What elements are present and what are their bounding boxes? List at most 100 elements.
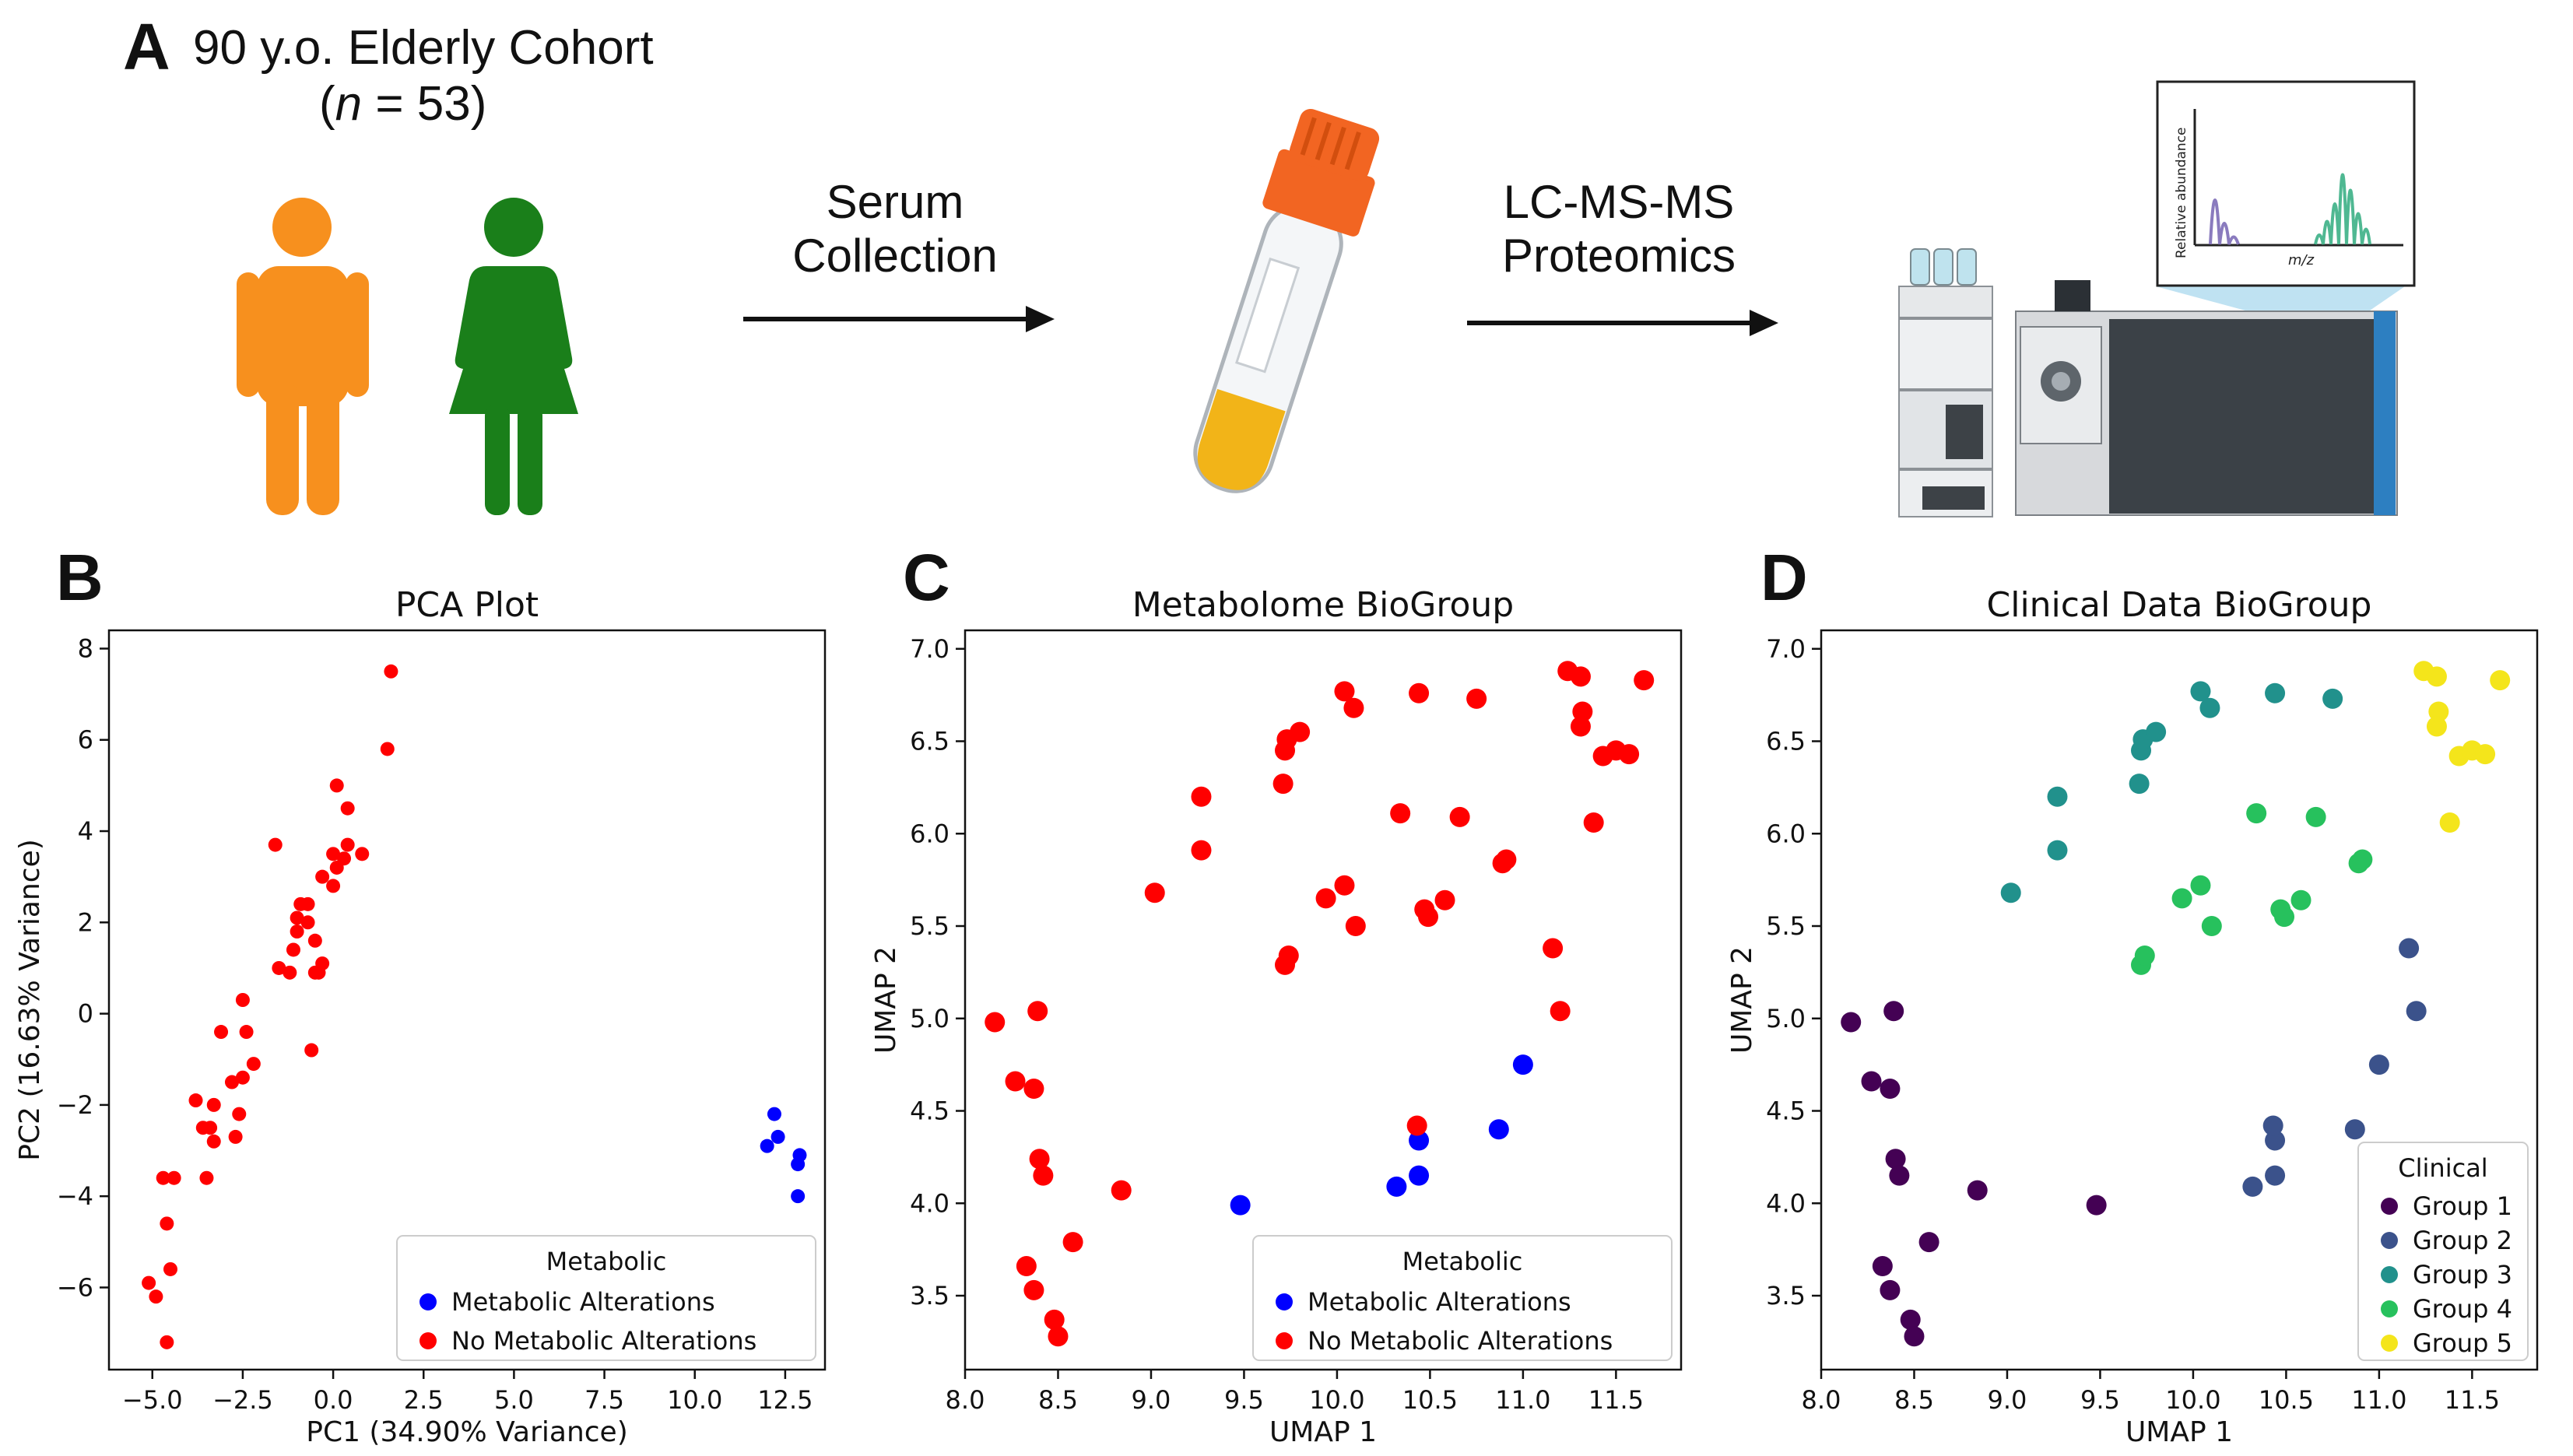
cohort-count: (n = 53) (319, 77, 486, 131)
chart-title: PCA Plot (395, 585, 539, 625)
x-tick-label: 10.0 (2165, 1385, 2220, 1415)
data-point (2190, 875, 2211, 896)
panel-b-letter: B (56, 541, 104, 614)
mass-spectrometer-icon: Relative abundance m/z (1898, 80, 2416, 517)
data-point (2129, 774, 2150, 795)
plot-frame (107, 629, 827, 1371)
data-point (1272, 774, 1294, 795)
data-point (1144, 882, 1165, 903)
data-point (326, 879, 341, 893)
data-point (199, 1170, 214, 1185)
data-point (1191, 786, 1212, 807)
x-axis-label: UMAP 1 (1269, 1416, 1377, 1448)
x-tick-label: −2.5 (212, 1385, 273, 1415)
data-point (2190, 681, 2211, 702)
data-point (268, 837, 283, 852)
legend-marker (2381, 1335, 2398, 1352)
data-point (2047, 840, 2068, 861)
data-point (1005, 1071, 1026, 1092)
data-point (791, 1157, 806, 1172)
data-point (290, 910, 304, 925)
x-tick-label: 8.5 (1894, 1385, 1934, 1415)
x-tick-label: 9.5 (2080, 1385, 2120, 1415)
data-point (1334, 875, 1355, 896)
x-tick-label: 11.0 (2351, 1385, 2406, 1415)
data-point (286, 942, 300, 957)
data-point (2322, 688, 2343, 709)
data-point (1570, 716, 1591, 737)
step-serum-line1: Serum (826, 176, 964, 228)
data-point (1023, 1279, 1044, 1300)
x-tick-label: 12.5 (757, 1385, 813, 1415)
data-point (1449, 806, 1470, 827)
clinical-umap-chart: Clinical Data BioGroup 8.0 8.5 9.0 9.5 10.0 10… (1726, 585, 2539, 1448)
data-point (2265, 682, 2286, 703)
data-point (300, 915, 315, 930)
data-point (1406, 1115, 1427, 1136)
legend-box (396, 1235, 816, 1361)
x-tick-label: 9.5 (1224, 1385, 1264, 1415)
data-point (2426, 666, 2447, 687)
data-point (311, 965, 326, 980)
data-point (2274, 907, 2295, 928)
data-point (791, 1189, 806, 1204)
y-tick-label: −2 (57, 1090, 93, 1120)
x-tick-label: 10.5 (2259, 1385, 2314, 1415)
data-point (1343, 697, 1364, 718)
legend-marker (2381, 1266, 2398, 1283)
data-point (307, 933, 322, 948)
plot-frame (964, 629, 1683, 1371)
legend-title: Clinical (2398, 1153, 2487, 1183)
data-point (214, 1025, 229, 1040)
data-point (1278, 946, 1299, 966)
data-point (2305, 806, 2326, 827)
data-point (2171, 888, 2192, 909)
data-point (1409, 1165, 1430, 1186)
data-point (290, 924, 304, 939)
data-point (1889, 1165, 1910, 1186)
series-group-2 (2242, 938, 2427, 1197)
x-tick-label: 9.0 (1132, 1385, 1171, 1415)
data-point (1033, 1165, 1054, 1186)
y-tick-label: 3.5 (1766, 1281, 1806, 1310)
x-tick-label: 8.5 (1038, 1385, 1078, 1415)
legend-box (2357, 1142, 2529, 1361)
data-point (329, 860, 344, 875)
data-point (1409, 682, 1430, 703)
legend-label: Group 2 (2413, 1226, 2512, 1255)
cohort-count-prefix: ( (319, 77, 335, 131)
data-point (985, 1012, 1006, 1033)
y-axis-label: UMAP 2 (870, 946, 902, 1054)
legend-label: Metabolic Alterations (451, 1287, 715, 1317)
data-point (149, 1289, 163, 1304)
data-point (2399, 938, 2420, 959)
data-point (239, 1025, 254, 1040)
data-point (1550, 1001, 1571, 1022)
data-point (1619, 744, 1640, 765)
data-point (1543, 938, 1564, 959)
y-tick-label: 3.5 (910, 1281, 950, 1310)
series-no-metabolic-alterations (985, 661, 1655, 1347)
x-tick-label: 8.0 (1802, 1385, 1841, 1415)
y-tick-label: 5.5 (1766, 911, 1806, 941)
y-tick-label: 4.0 (910, 1188, 950, 1218)
female-figure-icon (449, 198, 578, 515)
data-point (224, 1075, 239, 1089)
data-point (206, 1134, 221, 1149)
legend-label: Group 1 (2413, 1191, 2512, 1221)
legend-label: No Metabolic Alterations (1308, 1326, 1613, 1356)
panel-c-letter: C (903, 541, 950, 614)
data-point (1027, 1001, 1048, 1022)
data-point (1016, 1256, 1037, 1276)
data-point (1345, 916, 1366, 936)
legend-marker (2381, 1198, 2398, 1215)
x-tick-label: 10.0 (667, 1385, 722, 1415)
data-point (2490, 670, 2511, 691)
y-tick-label: −4 (57, 1181, 93, 1211)
x-tick-label: 10.5 (1402, 1385, 1458, 1415)
data-point (2199, 697, 2220, 718)
data-point (2246, 803, 2267, 824)
data-point (228, 1129, 243, 1144)
data-point (235, 1070, 250, 1085)
x-axis-label: PC1 (34.90% Variance) (306, 1416, 628, 1448)
